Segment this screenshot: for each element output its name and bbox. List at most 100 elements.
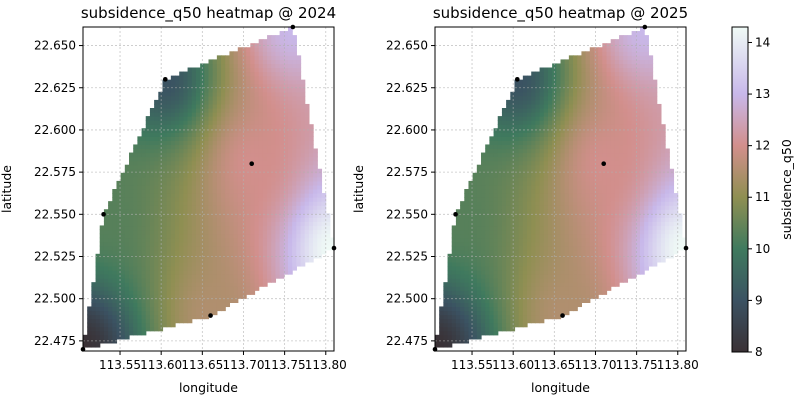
heatmap-cell (522, 197, 528, 202)
heatmap-cell (560, 152, 566, 158)
heatmap-cell (179, 71, 184, 77)
heatmap-cell (233, 51, 239, 56)
heatmap-cell (308, 144, 314, 150)
heatmap-cell (501, 160, 507, 166)
heatmap-cell (585, 286, 591, 291)
heatmap-cell (522, 148, 528, 154)
heatmap-cell (292, 160, 297, 166)
heatmap-cell (216, 189, 222, 194)
heatmap-cell (170, 75, 176, 81)
heatmap-cell (254, 99, 260, 105)
heatmap-cell (204, 197, 210, 202)
heatmap-cell (568, 298, 574, 303)
heatmap-cell (568, 95, 574, 101)
heatmap-cell (522, 120, 528, 125)
heatmap-cell (556, 265, 562, 271)
heatmap-cell (455, 253, 461, 259)
heatmap-cell (485, 172, 490, 178)
heatmap-cell (279, 164, 285, 170)
heatmap-cell (501, 140, 507, 146)
heatmap-cell (141, 193, 147, 198)
heatmap-cell (564, 257, 570, 263)
heatmap-cell (568, 152, 574, 158)
heatmap-cell (481, 286, 486, 291)
heatmap-cell (108, 249, 113, 255)
heatmap-cell (283, 87, 289, 93)
heatmap-cell (527, 286, 532, 291)
heatmap-cell (531, 140, 536, 146)
heatmap-cell (116, 326, 122, 332)
heatmap-cell (476, 205, 482, 210)
heatmap-cell (108, 205, 113, 210)
heatmap-cell (129, 249, 134, 255)
heatmap-cell (296, 148, 302, 154)
heatmap-cell (506, 249, 511, 255)
heatmap-cell (581, 290, 587, 295)
heatmap-cell (543, 180, 549, 186)
heatmap-cell (216, 99, 222, 105)
heatmap-cell (304, 257, 310, 263)
heatmap-cell (208, 290, 214, 295)
heatmap-cell (103, 265, 109, 271)
heatmap-cell (229, 189, 235, 194)
heatmap-cell (267, 91, 272, 97)
heatmap-cell (476, 237, 482, 243)
heatmap-cell (233, 95, 239, 101)
heatmap-cell (267, 152, 272, 158)
heatmap-cell (246, 79, 251, 85)
heatmap-cell (229, 164, 235, 170)
heatmap-cell (489, 298, 495, 303)
heatmap-cell (556, 197, 562, 202)
heatmap-cell (485, 160, 490, 166)
heatmap-cell (271, 221, 277, 227)
heatmap-cell (556, 140, 562, 146)
heatmap-cell (162, 318, 168, 324)
heatmap-cell (187, 233, 193, 239)
heatmap-cell (262, 176, 268, 182)
heatmap-cell (560, 189, 566, 194)
heatmap-cell (287, 193, 293, 198)
heatmap-cell (489, 144, 495, 150)
heatmap-cell (476, 193, 482, 198)
heatmap-cell (543, 213, 549, 218)
heatmap-cell (497, 128, 503, 133)
heatmap-cell (556, 180, 562, 186)
heatmap-cell (585, 245, 591, 251)
heatmap-cell (581, 67, 587, 73)
heatmap-cell (283, 43, 289, 48)
heatmap-cell (216, 184, 222, 190)
heatmap-cell (267, 95, 272, 101)
heatmap-cell (460, 282, 465, 287)
heatmap-cell (225, 95, 231, 101)
heatmap-cell (191, 213, 197, 218)
heatmap-cell (535, 241, 541, 247)
heatmap-cell (237, 71, 243, 77)
heatmap-cell (581, 274, 587, 279)
heatmap-cell (539, 180, 545, 186)
heatmap-cell (287, 168, 293, 174)
heatmap-cell (191, 282, 197, 287)
heatmap-cell (464, 326, 470, 332)
heatmap-cell (489, 205, 495, 210)
heatmap-cell (166, 322, 172, 328)
heatmap-cell (287, 140, 293, 146)
heatmap-cell (539, 103, 545, 109)
heatmap-cell (179, 172, 184, 178)
heatmap-cell (212, 87, 218, 93)
heatmap-cell (283, 257, 289, 263)
heatmap-cell (179, 156, 184, 162)
heatmap-cell (170, 282, 176, 287)
heatmap-cell (506, 176, 511, 182)
heatmap-cell (485, 265, 490, 271)
heatmap-cell (581, 201, 587, 206)
heatmap-cell (300, 176, 306, 182)
heatmap-cell (283, 39, 289, 44)
heatmap-cell (464, 310, 470, 316)
heatmap-cell (506, 261, 511, 267)
heatmap-cell (476, 298, 482, 303)
heatmap-cell (204, 75, 210, 81)
heatmap-cell (246, 245, 251, 251)
y-tick-label: 22.650 (34, 39, 76, 53)
heatmap-cell (279, 67, 285, 73)
heatmap-cell (225, 225, 231, 231)
